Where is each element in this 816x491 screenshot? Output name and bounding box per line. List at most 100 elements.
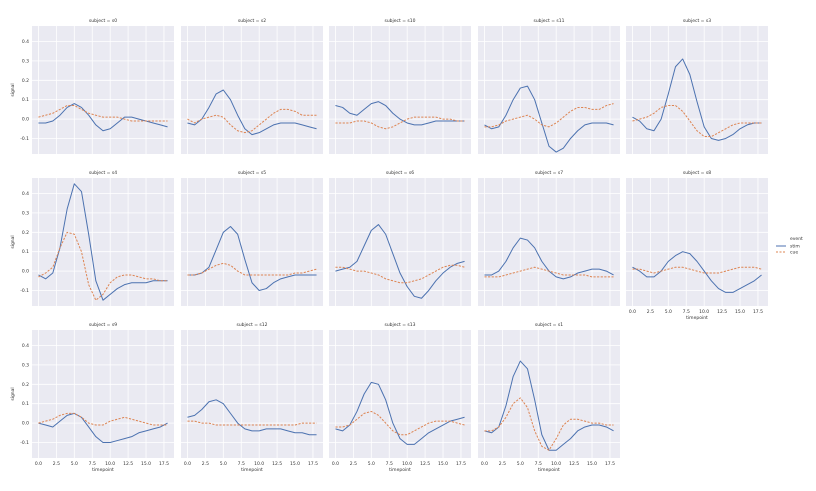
x-tick-label: 2.5 xyxy=(202,461,209,467)
y-axis-label: signal xyxy=(10,235,16,248)
panel-title: subject = s2 xyxy=(238,18,266,24)
series-line-stim xyxy=(38,412,168,443)
x-tick-label: 10.0 xyxy=(254,461,264,467)
y-tick-label: 0.2 xyxy=(22,230,29,236)
x-tick-label: 7.5 xyxy=(386,461,393,467)
series-line-cue xyxy=(484,103,614,128)
x-tick-label: 15.0 xyxy=(141,461,151,467)
y-tick-label: 0.3 xyxy=(22,362,29,368)
facet-grid: subject = s0 -0.1 0.0 0.1 0.2 0.3 0.4 signal sub… xyxy=(10,18,768,473)
y-tick-label: 0.4 xyxy=(22,191,29,197)
panel-title: subject = s5 xyxy=(238,170,266,176)
legend: event stim cue xyxy=(776,236,803,256)
x-tick-label: 7.5 xyxy=(238,461,245,467)
panel-background xyxy=(181,26,323,154)
x-axis-label: timepoint xyxy=(538,467,560,473)
x-tick-label: 17.5 xyxy=(605,461,615,467)
y-tick-label: 0.0 xyxy=(22,117,29,123)
facet-panel: subject = s0 -0.1 0.0 0.1 0.2 0.3 0.4 signal xyxy=(10,18,174,154)
facet-panel: subject = s9 -0.1 0.0 0.1 0.2 0.3 0.4 signal 0.0… xyxy=(10,322,174,473)
series-line-cue xyxy=(38,231,168,301)
x-tick-label: 12.5 xyxy=(123,461,133,467)
facet-panel: subject = s3 xyxy=(626,18,768,154)
x-tick-label: 12.5 xyxy=(420,461,430,467)
series-line-cue xyxy=(335,264,465,284)
x-tick-label: 2.5 xyxy=(647,309,654,315)
series-line-stim xyxy=(632,251,762,293)
series-line-cue xyxy=(187,108,317,134)
series-line-cue xyxy=(187,420,317,426)
facet-panel: subject = s13 0.0 2.5 5.0 7.5 10.0 12.5 15.0 17.… xyxy=(329,322,471,473)
panel-title: subject = s6 xyxy=(386,170,414,176)
y-tick-label: 0.2 xyxy=(22,382,29,388)
y-tick-label: 0.1 xyxy=(22,401,29,407)
panel-background xyxy=(329,330,471,458)
x-tick-label: 7.5 xyxy=(683,309,690,315)
facet-panel: subject = s7 xyxy=(478,170,620,306)
panel-title: subject = s7 xyxy=(535,170,563,176)
x-tick-label: 10.0 xyxy=(105,461,115,467)
x-tick-label: 5.0 xyxy=(71,461,78,467)
panel-background xyxy=(478,26,620,154)
facet-panel: subject = s2 xyxy=(181,18,323,154)
y-axis-label: signal xyxy=(10,83,16,96)
legend-label-stim: stim xyxy=(790,244,800,250)
x-axis-label: timepoint xyxy=(686,315,708,321)
facet-panel: subject = s12 0.0 2.5 5.0 7.5 10.0 12.5 15.0 17.… xyxy=(181,322,323,473)
series-line-stim xyxy=(484,85,614,153)
x-tick-label: 0.0 xyxy=(35,461,42,467)
facet-panel: subject = s10 xyxy=(329,18,471,154)
x-tick-label: 0.0 xyxy=(184,461,191,467)
series-line-cue xyxy=(632,105,762,138)
series-line-stim xyxy=(335,224,465,299)
panel-title: subject = s10 xyxy=(384,18,415,24)
y-tick-label: 0.3 xyxy=(22,210,29,216)
series-line-cue xyxy=(484,266,614,278)
x-tick-label: 15.0 xyxy=(290,461,300,467)
x-tick-label: 7.5 xyxy=(89,461,96,467)
x-tick-label: 17.5 xyxy=(159,461,169,467)
y-tick-label: 0.4 xyxy=(22,343,29,349)
x-tick-label: 10.0 xyxy=(699,309,709,315)
y-tick-label: 0.0 xyxy=(22,421,29,427)
series-line-stim xyxy=(632,58,762,141)
panel-title: subject = s4 xyxy=(89,170,117,176)
panel-background xyxy=(181,330,323,458)
x-tick-label: 2.5 xyxy=(53,461,60,467)
legend-label-cue: cue xyxy=(790,251,798,256)
x-tick-label: 2.5 xyxy=(499,461,506,467)
x-tick-label: 12.5 xyxy=(569,461,579,467)
panel-title: subject = s0 xyxy=(89,18,117,24)
x-tick-label: 10.0 xyxy=(551,461,561,467)
series-line-cue xyxy=(632,266,762,274)
series-line-cue xyxy=(187,262,317,276)
series-line-stim xyxy=(335,381,465,445)
y-axis-label: signal xyxy=(10,387,16,400)
facet-panel: subject = s1 0.0 2.5 5.0 7.5 10.0 12.5 15.0 17.5… xyxy=(478,322,620,473)
x-tick-label: 15.0 xyxy=(587,461,597,467)
panel-background xyxy=(32,26,174,154)
panel-title: subject = s9 xyxy=(89,322,117,328)
y-tick-label: 0.0 xyxy=(22,269,29,275)
x-tick-label: 17.5 xyxy=(308,461,318,467)
x-tick-label: 0.0 xyxy=(629,309,636,315)
x-tick-label: 15.0 xyxy=(735,309,745,315)
y-tick-label: 0.1 xyxy=(22,249,29,255)
panel-background xyxy=(32,330,174,458)
facet-panel: subject = s8 0.0 2.5 5.0 7.5 10.0 12.5 15.0 17.5… xyxy=(626,170,768,321)
y-tick-label: 0.1 xyxy=(22,97,29,103)
legend-title: event xyxy=(790,236,803,242)
x-tick-label: 5.0 xyxy=(220,461,227,467)
series-line-cue xyxy=(484,397,614,451)
series-line-cue xyxy=(335,410,465,436)
panel-background xyxy=(626,178,768,306)
y-tick-label: -0.1 xyxy=(20,288,29,294)
panel-background xyxy=(478,178,620,306)
x-tick-label: 5.0 xyxy=(517,461,524,467)
x-tick-label: 17.5 xyxy=(456,461,466,467)
x-axis-label: timepoint xyxy=(92,467,114,473)
panel-background xyxy=(181,178,323,306)
facet-panel: subject = s6 xyxy=(329,170,471,306)
x-tick-label: 5.0 xyxy=(368,461,375,467)
panel-background xyxy=(329,178,471,306)
